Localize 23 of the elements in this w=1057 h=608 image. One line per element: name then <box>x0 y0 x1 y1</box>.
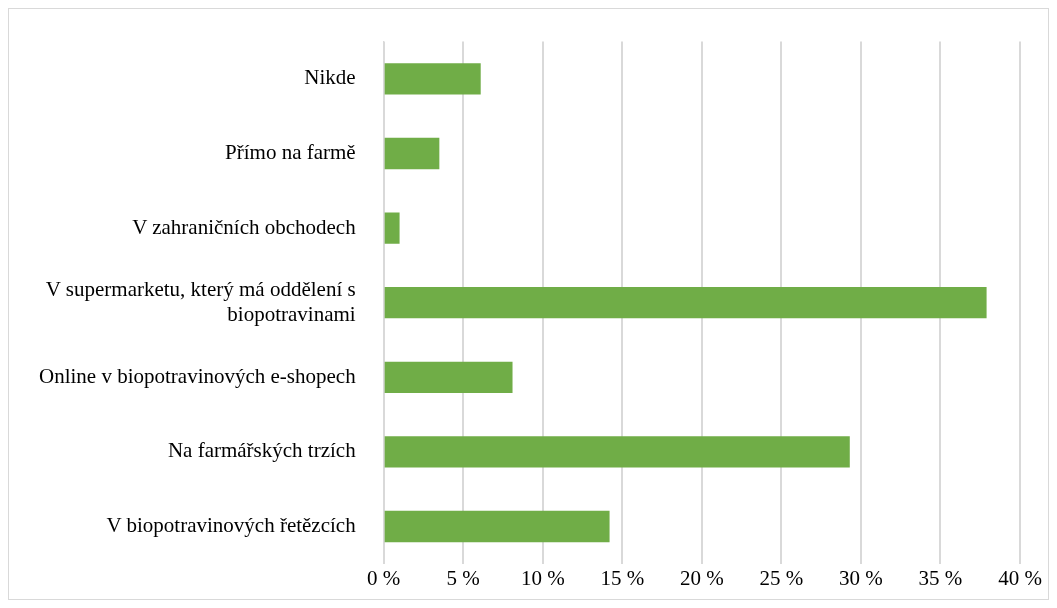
y-tick-label: Na farmářských trzích <box>167 438 357 463</box>
x-tick-label: 15 % <box>600 565 645 590</box>
bar <box>384 287 987 319</box>
x-tick-label: 20 % <box>679 565 724 590</box>
x-tick-label: 30 % <box>839 565 883 590</box>
x-tick-label: 40 % <box>998 565 1042 590</box>
bar <box>384 212 400 244</box>
y-tick-label: V biopotravinových řetězcích <box>106 513 357 538</box>
y-tick-label: Nikde <box>304 65 356 90</box>
x-tick-label: 10 % <box>520 565 565 590</box>
bar <box>384 137 440 170</box>
y-tick-label: Přímo na farmě <box>225 140 356 165</box>
bar <box>384 436 850 468</box>
x-tick-label: 0 % <box>367 565 401 590</box>
x-tick-label: 25 % <box>759 565 804 590</box>
y-tick-label: V zahraničních obchodech <box>132 214 357 239</box>
y-tick-label: Online v biopotravinových e-shopech <box>39 363 357 388</box>
x-tick-label: 35 % <box>918 565 963 590</box>
x-tick-label: 5 % <box>446 565 480 590</box>
bar <box>384 63 481 95</box>
y-tick-label: V supermarketu, který má oddělení s biopotravinami <box>45 276 356 326</box>
bar <box>384 510 610 543</box>
bar <box>384 361 513 393</box>
